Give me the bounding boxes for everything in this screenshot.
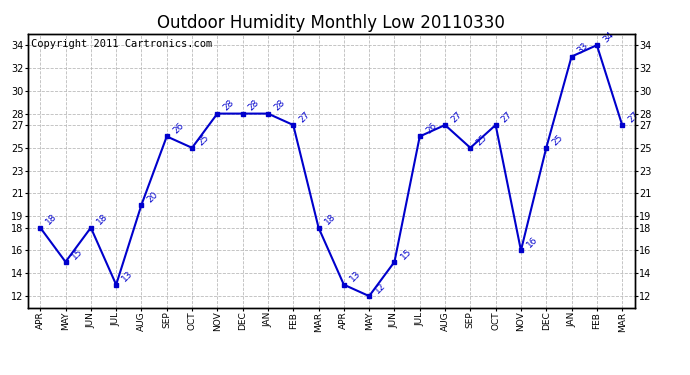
Text: 15: 15: [70, 247, 84, 261]
Text: 28: 28: [247, 98, 262, 113]
Title: Outdoor Humidity Monthly Low 20110330: Outdoor Humidity Monthly Low 20110330: [157, 14, 505, 32]
Text: 28: 28: [272, 98, 286, 113]
Text: 26: 26: [424, 121, 438, 136]
Text: 26: 26: [171, 121, 186, 136]
Text: 18: 18: [95, 212, 110, 227]
Text: 33: 33: [575, 41, 590, 56]
Text: 25: 25: [475, 133, 489, 147]
Text: 25: 25: [551, 133, 565, 147]
Text: 28: 28: [221, 98, 236, 113]
Text: 25: 25: [196, 133, 210, 147]
Text: 12: 12: [373, 281, 388, 296]
Text: 18: 18: [44, 212, 59, 227]
Text: 27: 27: [297, 110, 312, 124]
Text: 13: 13: [120, 269, 135, 284]
Text: 20: 20: [146, 190, 160, 204]
Text: 13: 13: [348, 269, 362, 284]
Text: 34: 34: [601, 30, 615, 44]
Text: 27: 27: [627, 110, 641, 124]
Text: Copyright 2011 Cartronics.com: Copyright 2011 Cartronics.com: [30, 39, 212, 49]
Text: 15: 15: [399, 247, 413, 261]
Text: 18: 18: [323, 212, 337, 227]
Text: 16: 16: [525, 235, 540, 250]
Text: 27: 27: [500, 110, 514, 124]
Text: 27: 27: [449, 110, 464, 124]
